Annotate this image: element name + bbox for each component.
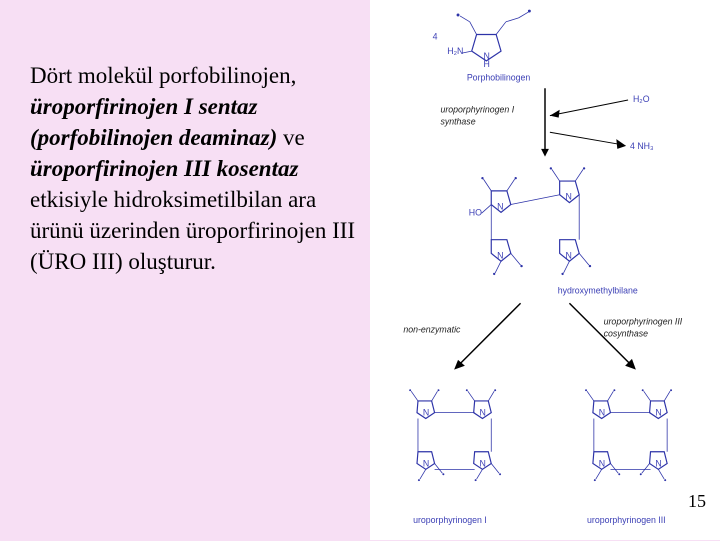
hydroxymethylbilane-label: hydroxymethylbilane: [558, 285, 638, 295]
porphobilinogen-label: Porphobilinogen: [467, 72, 531, 82]
svg-text:N: N: [497, 201, 503, 211]
svg-text:H₂N: H₂N: [447, 46, 463, 56]
svg-text:N: N: [566, 192, 572, 202]
porphobilinogen-structure: 4 N H H₂N: [433, 10, 531, 69]
reaction-diagram: 4 N H H₂N Porphobilinogen: [374, 4, 716, 536]
hydroxymethylbilane-structure: N N N N: [469, 167, 591, 275]
svg-text:N: N: [655, 458, 661, 468]
svg-text:N: N: [599, 458, 605, 468]
svg-text:N: N: [655, 408, 661, 418]
uro-iii-label: uroporphyrinogen III: [587, 515, 666, 525]
path-right-label: uroporphyrinogen III cosynthase: [604, 317, 685, 339]
text-panel: Dört molekül porfobilinojen, üroporfirin…: [0, 0, 370, 540]
diagram-panel: 4 N H H₂N Porphobilinogen: [370, 0, 720, 540]
svg-text:N: N: [480, 458, 486, 468]
uro-i-label: uroporphyrinogen I: [413, 515, 487, 525]
page-number: 15: [688, 491, 706, 512]
uroporphyrinogen-iii-structure: N N N N: [585, 389, 672, 481]
slide-body-text: Dört molekül porfobilinojen, üroporfirin…: [30, 60, 360, 277]
text-emphasis-2: üroporfirinojen III kosentaz: [30, 156, 298, 181]
svg-text:HO: HO: [469, 207, 482, 217]
svg-text:N: N: [423, 458, 429, 468]
text-segment: etkisiyle hidroksimetilbilan ara ürünü ü…: [30, 187, 355, 274]
svg-text:N: N: [599, 408, 605, 418]
svg-text:N: N: [566, 250, 572, 260]
enzyme-1-label: uroporphyrinogen I synthase: [440, 105, 516, 127]
coefficient: 4: [433, 31, 438, 41]
svg-text:N: N: [423, 408, 429, 418]
text-segment: ve: [277, 125, 304, 150]
svg-text:H: H: [483, 59, 489, 69]
uroporphyrinogen-i-structure: N N N N: [409, 389, 501, 481]
text-segment: Dört molekül porfobilinojen,: [30, 63, 296, 88]
byproduct-water: H₂O: [633, 94, 650, 104]
text-emphasis-1: üroporfirinojen I sentaz (porfobilinojen…: [30, 94, 277, 150]
svg-text:N: N: [497, 250, 503, 260]
svg-text:N: N: [480, 408, 486, 418]
byproduct-ammonia: 4 NH₃: [630, 141, 654, 151]
path-left-label: non-enzymatic: [403, 325, 461, 335]
